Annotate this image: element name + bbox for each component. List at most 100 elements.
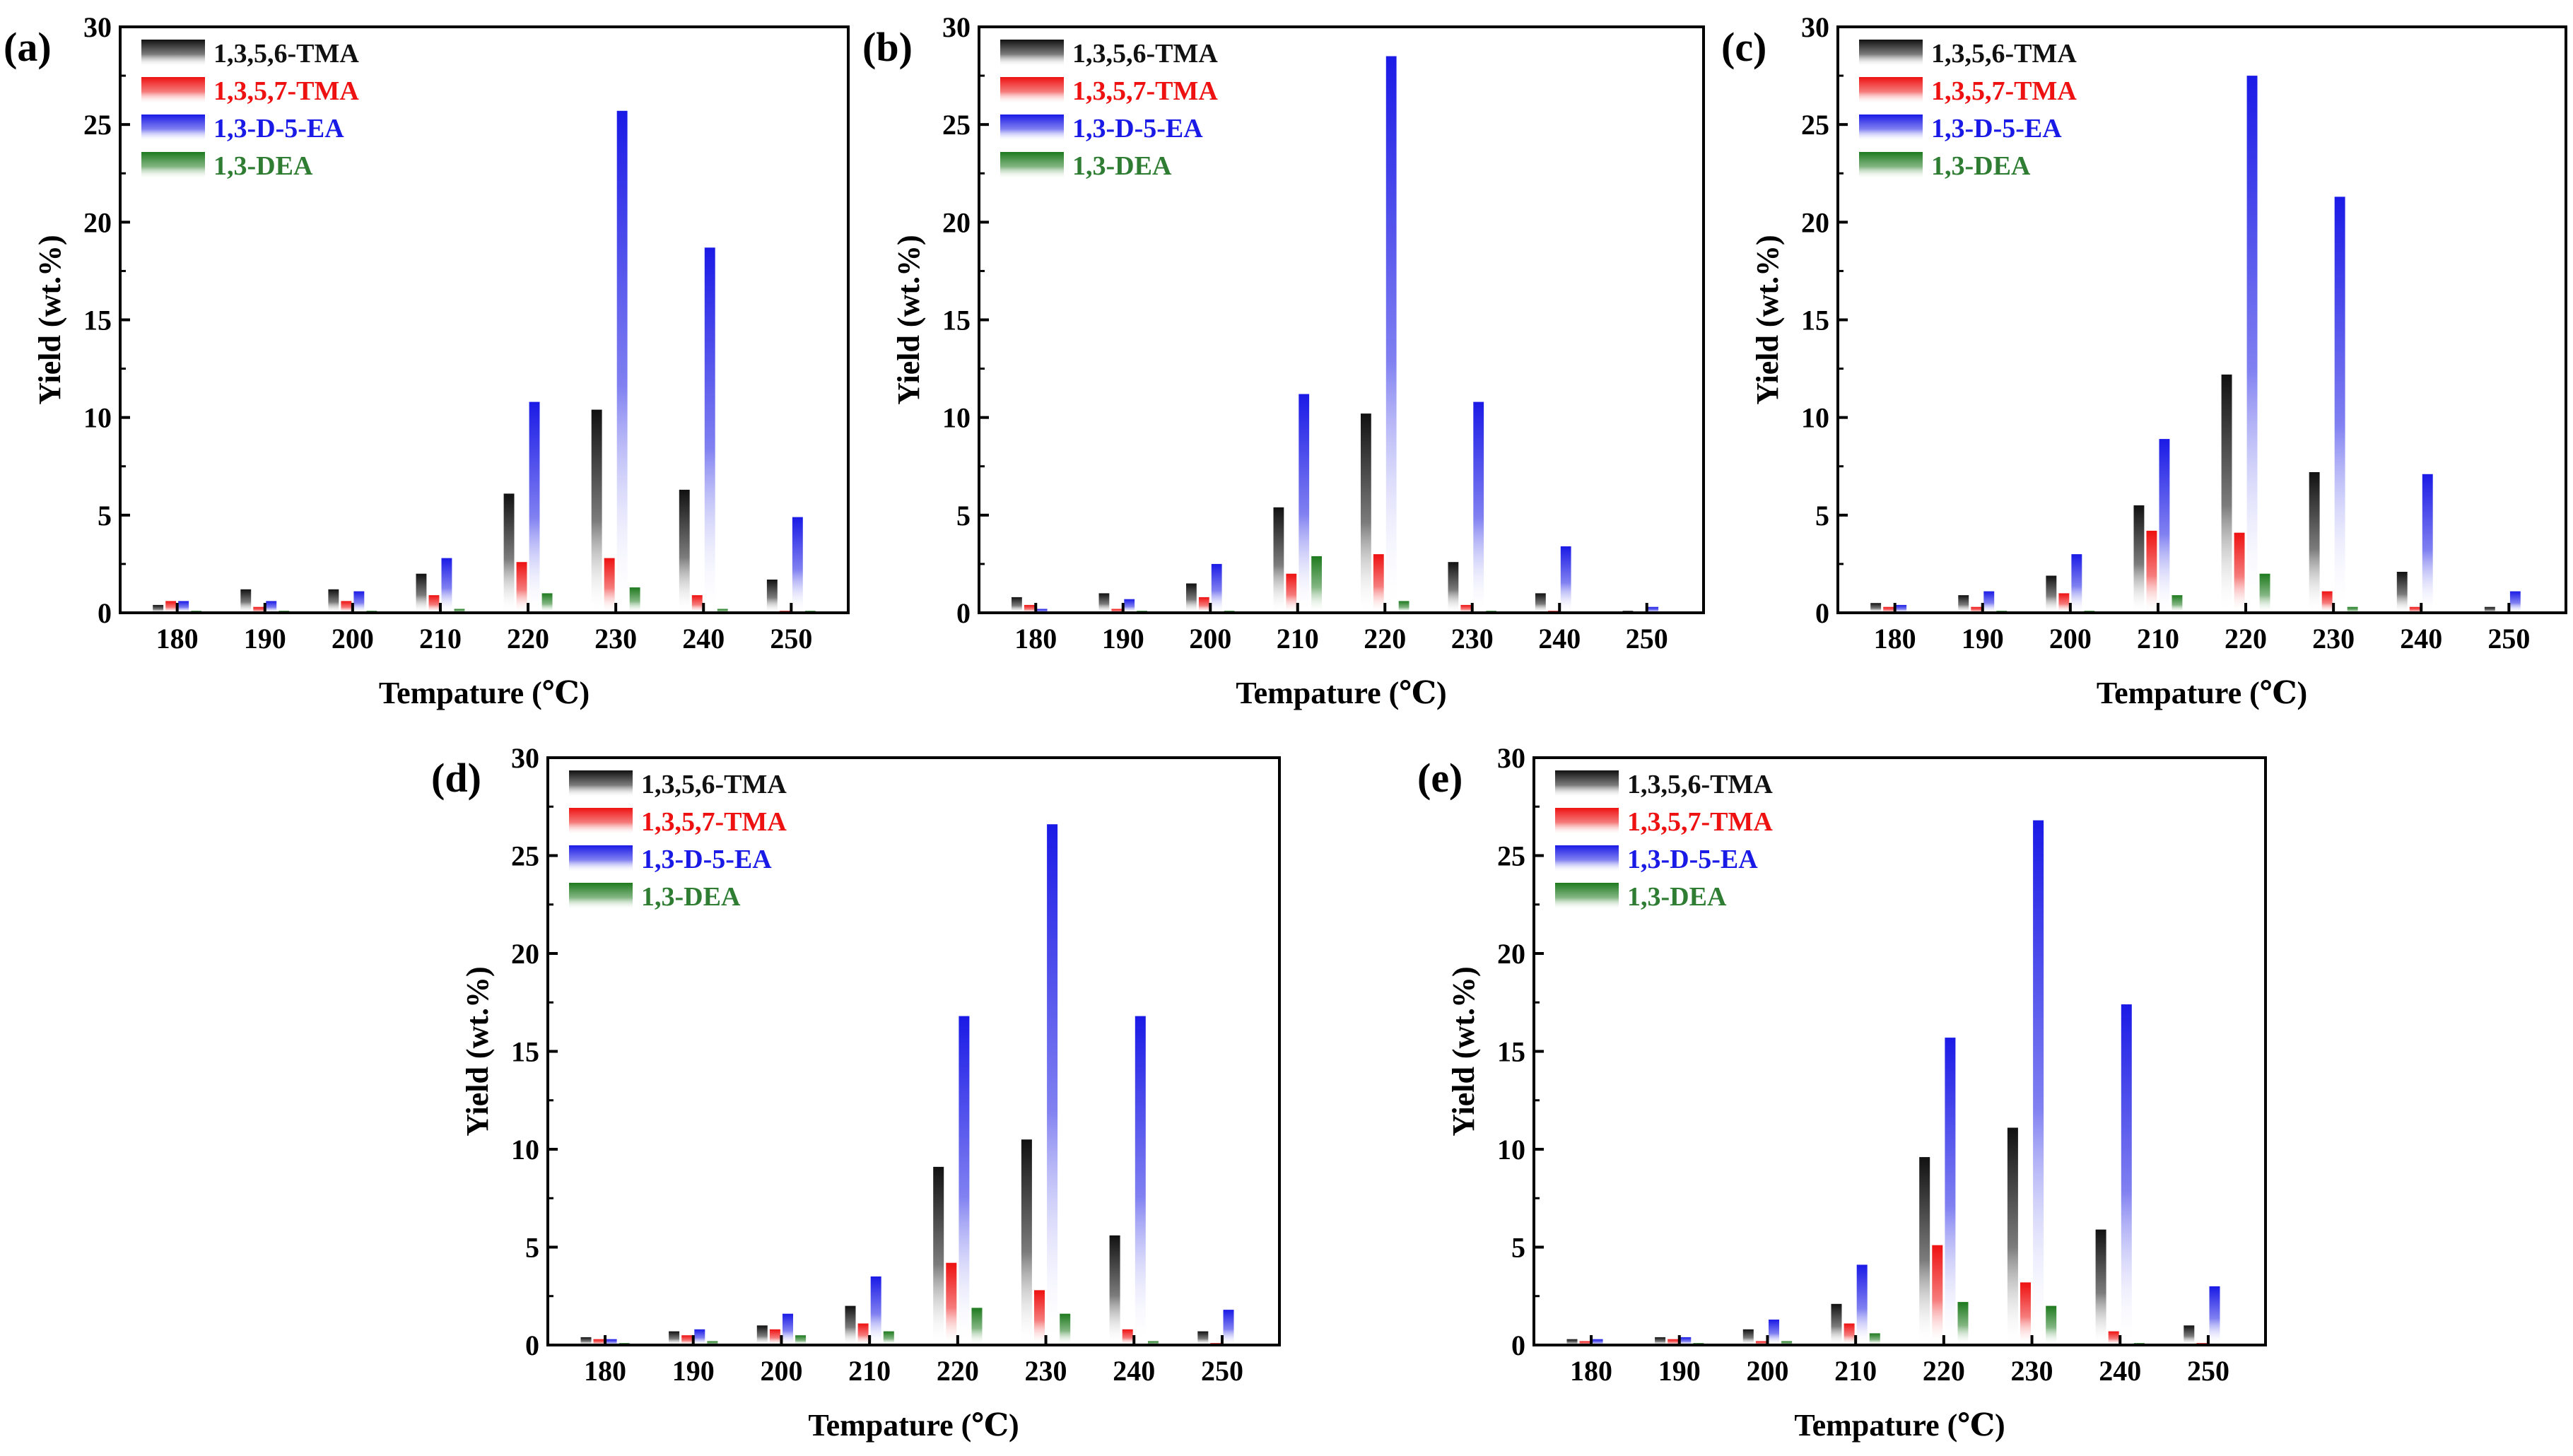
legend-label-1-3-5-7-tma: 1,3,5,7-TMA: [1931, 76, 2077, 106]
bar-1-3-d-5-ea-190: [266, 601, 277, 613]
bar-1-3-d-5-ea-210: [441, 558, 452, 613]
bar-1-3-5-6-tma-210: [416, 573, 427, 613]
y-tick-label: 15: [942, 305, 971, 336]
legend-label-1-3-d-5-ea: 1,3-D-5-EA: [1627, 845, 1758, 874]
legend-label-1-3-dea: 1,3-DEA: [1627, 882, 1727, 912]
bar-1-3-5-6-tma-220: [1361, 413, 1371, 613]
bar-1-3-5-7-tma-210: [2146, 530, 2157, 613]
bar-1-3-dea-210: [1311, 556, 1322, 613]
bar-1-3-d-5-ea-240: [2422, 474, 2433, 613]
legend-swatch-1-3-5-6-tma: [569, 770, 633, 797]
y-tick-label: 0: [1511, 1329, 1525, 1361]
legend-label-1-3-dea: 1,3-DEA: [1931, 151, 2031, 181]
bar-1-3-dea-210: [1869, 1333, 1880, 1345]
bar-1-3-5-6-tma-190: [1098, 593, 1110, 613]
y-tick-label: 20: [83, 206, 112, 238]
bar-1-3-5-6-tma-240: [2095, 1229, 2106, 1345]
bar-1-3-5-6-tma-240: [2396, 572, 2408, 613]
x-tick-label: 250: [2187, 1355, 2229, 1387]
y-axis-label: Yield (wt.%): [1446, 966, 1481, 1136]
y-tick-label: 5: [98, 500, 112, 532]
bar-1-3-5-7-tma-180: [1579, 1341, 1590, 1345]
x-axis-label: Tempature (℃): [1794, 1408, 2005, 1443]
legend: 1,3,5,6-TMA 1,3,5,7-TMA 1,3-D-5-EA 1,3-DEA: [569, 770, 787, 912]
legend-label-1-3-5-7-tma: 1,3,5,7-TMA: [1072, 76, 1218, 106]
y-tick-label: 30: [942, 11, 971, 43]
legend-label-1-3-d-5-ea: 1,3-D-5-EA: [641, 845, 772, 874]
legend-swatch-1-3-dea: [1000, 152, 1064, 179]
bar-1-3-d-5-ea-210: [1299, 394, 1310, 613]
x-axis-label: Tempature (℃): [2097, 676, 2307, 710]
bar-1-3-5-7-tma-180: [1024, 604, 1035, 613]
panel-label: (d): [431, 755, 481, 801]
bar-1-3-5-6-tma-190: [669, 1331, 680, 1345]
x-tick-label: 180: [584, 1355, 626, 1387]
legend: 1,3,5,6-TMA 1,3,5,7-TMA 1,3-D-5-EA 1,3-DEA: [1000, 39, 1218, 181]
bar-1-3-d-5-ea-250: [2209, 1286, 2220, 1345]
bar-1-3-5-7-tma-190: [1111, 609, 1123, 613]
bar-1-3-d-5-ea-240: [2121, 1004, 2132, 1345]
bar-1-3-d-5-ea-180: [1036, 609, 1048, 613]
x-tick-label: 230: [2312, 623, 2355, 654]
bar-1-3-d-5-ea-240: [704, 247, 715, 613]
bar-1-3-5-6-tma-190: [1958, 595, 1969, 613]
legend-swatch-1-3-5-6-tma: [141, 40, 205, 66]
legend: 1,3,5,6-TMA 1,3,5,7-TMA 1,3-D-5-EA 1,3-DEA: [1859, 39, 2077, 181]
x-tick-label: 210: [848, 1355, 891, 1387]
x-tick-label: 250: [1201, 1355, 1243, 1387]
x-tick-label: 250: [1626, 623, 1668, 654]
bar-1-3-dea-220: [971, 1308, 983, 1345]
bar-1-3-5-7-tma-180: [165, 601, 177, 613]
y-axis-label: Yield (wt.%): [33, 235, 67, 404]
legend-swatch-1-3-d-5-ea: [141, 115, 205, 141]
x-tick-label: 200: [1746, 1355, 1788, 1387]
x-tick-label: 180: [1570, 1355, 1612, 1387]
bar-1-3-5-7-tma-190: [1668, 1339, 1679, 1345]
bar-1-3-d-5-ea-220: [2246, 76, 2258, 613]
y-tick-label: 25: [83, 109, 112, 141]
legend-swatch-1-3-d-5-ea: [569, 845, 633, 872]
y-tick-label: 10: [511, 1134, 539, 1166]
y-tick-label: 0: [98, 597, 112, 629]
x-tick-label: 240: [2099, 1355, 2141, 1387]
x-tick-label: 180: [1014, 623, 1057, 654]
bar-1-3-5-7-tma-230: [604, 558, 615, 613]
x-tick-label: 240: [1113, 1355, 1155, 1387]
bar-1-3-d-5-ea-230: [1047, 824, 1058, 1345]
x-tick-label: 240: [1538, 623, 1581, 654]
legend-swatch-1-3-5-7-tma: [1000, 77, 1064, 104]
x-tick-label: 230: [1451, 623, 1494, 654]
y-tick-label: 5: [956, 500, 971, 532]
legend-swatch-1-3-5-7-tma: [141, 77, 205, 104]
bar-1-3-5-7-tma-240: [2409, 606, 2420, 613]
x-tick-label: 190: [1102, 623, 1144, 654]
x-tick-label: 220: [507, 623, 549, 654]
y-tick-label: 25: [942, 109, 971, 141]
bar-1-3-dea-210: [2171, 595, 2183, 613]
bar-1-3-5-6-tma-250: [1197, 1331, 1209, 1345]
bar-1-3-dea-240: [717, 609, 728, 613]
y-tick-label: 30: [1497, 742, 1525, 774]
bar-1-3-5-7-tma-220: [1932, 1245, 1943, 1345]
y-tick-label: 15: [83, 305, 112, 336]
x-tick-label: 240: [682, 623, 725, 654]
bar-1-3-d-5-ea-240: [1560, 546, 1571, 613]
x-tick-label: 250: [2487, 623, 2530, 654]
bar-1-3-d-5-ea-200: [353, 591, 365, 613]
legend-swatch-1-3-dea: [1859, 152, 1923, 179]
bar-1-3-5-7-tma-200: [1198, 597, 1209, 613]
bar-1-3-5-6-tma-210: [845, 1305, 856, 1345]
x-tick-label: 210: [2137, 623, 2179, 654]
bar-1-3-d-5-ea-240: [1135, 1016, 1146, 1345]
bar-1-3-5-6-tma-210: [2133, 505, 2145, 613]
x-tick-label: 220: [937, 1355, 979, 1387]
x-tick-label: 190: [244, 623, 286, 654]
bar-1-3-dea-200: [1781, 1341, 1793, 1345]
bar-1-3-5-6-tma-220: [2221, 374, 2232, 613]
x-tick-label: 200: [2049, 623, 2092, 654]
bar-1-3-5-7-tma-220: [1373, 554, 1384, 613]
bar-1-3-d-5-ea-220: [1385, 56, 1397, 613]
legend-label-1-3-5-6-tma: 1,3,5,6-TMA: [213, 39, 359, 69]
x-tick-label: 180: [1874, 623, 1916, 654]
